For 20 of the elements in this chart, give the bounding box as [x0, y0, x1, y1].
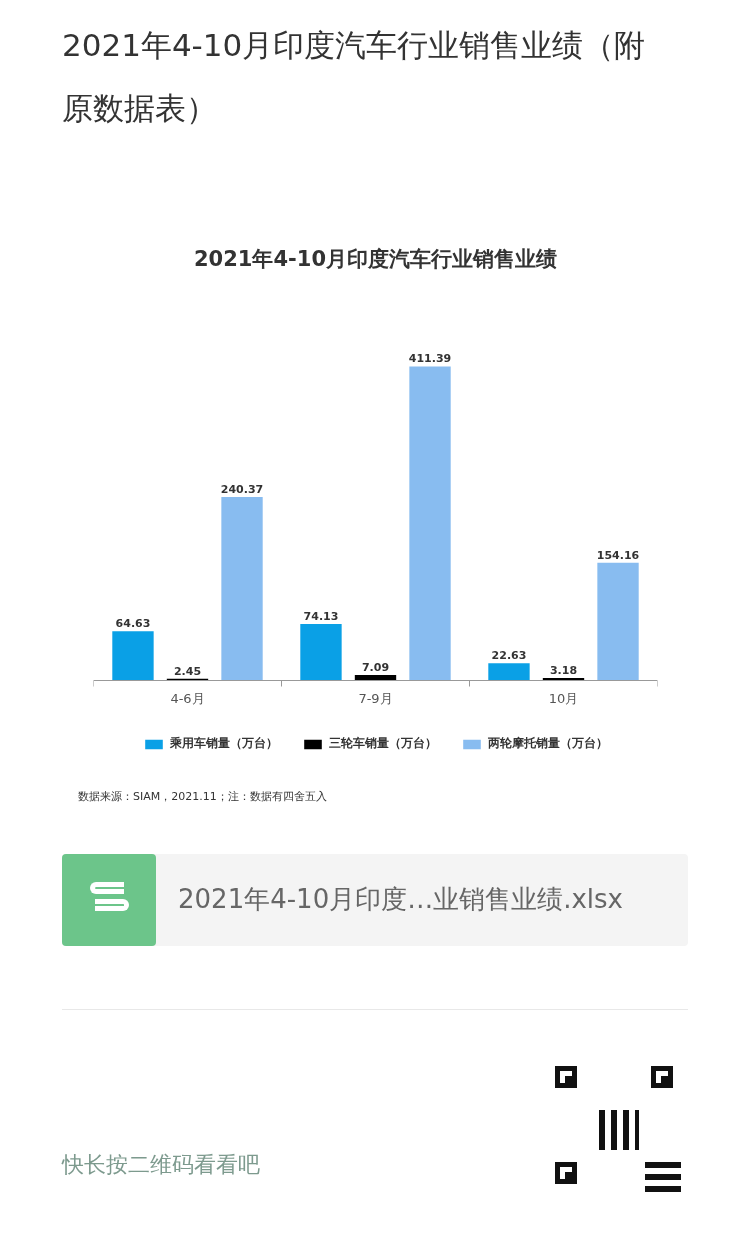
data-label: 240.37: [220, 483, 264, 496]
data-label: 411.39: [408, 352, 452, 366]
data-label: 3.18: [549, 664, 578, 678]
data-label: 154.16: [596, 548, 640, 562]
legend-label: 三轮车销量（万台）: [328, 735, 437, 752]
x-tick-label: 10月: [548, 690, 579, 706]
data-label: 22.63: [491, 649, 527, 663]
source-note: 数据来源：SIAM，2021.11；注：数据有四舍五入: [78, 789, 327, 805]
x-tick-label: 4-6月: [170, 690, 205, 706]
chart-subtitle: 2021年4-10月印度汽车行业销售业绩: [194, 246, 557, 271]
data-label: 74.13: [303, 609, 339, 623]
data-label: 2.45: [173, 664, 202, 678]
chart-title: 2021年4-10月印度汽车行业销售业绩（附原数据表）: [62, 26, 647, 128]
text: 2021年4-10月印度…业销售业绩.xlsx: [178, 883, 623, 917]
data-label: 7.09: [361, 661, 390, 675]
legend-label: 两轮摩托销量（万台）: [487, 735, 608, 752]
text: 快长按二维码看看吧: [62, 1151, 261, 1179]
legend-label: 乘用车销量（万台）: [169, 735, 278, 752]
data-label: 64.63: [115, 617, 151, 631]
x-tick-label: 7-9月: [358, 690, 393, 706]
